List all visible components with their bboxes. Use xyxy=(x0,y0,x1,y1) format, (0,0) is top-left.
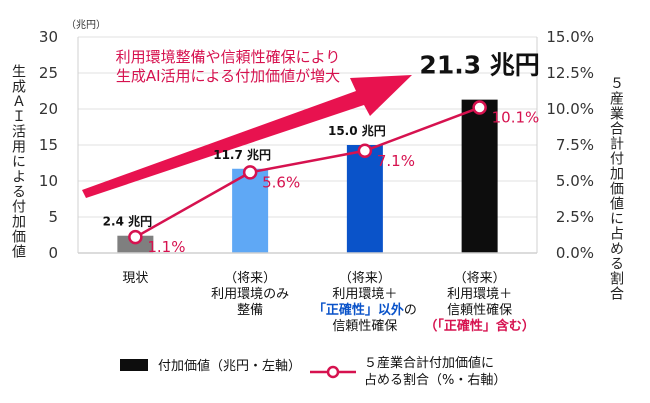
legend-bar-swatch xyxy=(120,358,148,371)
bar xyxy=(461,99,498,253)
bar xyxy=(346,145,383,253)
legend-line-text-1: ５産業合計付加価値に xyxy=(364,356,495,371)
series-point xyxy=(472,100,487,115)
series-point xyxy=(242,165,258,180)
bar-data-label: 2.4 兆円 xyxy=(103,214,152,229)
category-label-part: の xyxy=(404,303,417,318)
y2-tick-label: 15.0% xyxy=(546,28,594,46)
annotation-line-2: 生成AI活用による付加価値が増大 xyxy=(116,67,340,85)
legend-line-text-2: 占める割合（%・右軸） xyxy=(364,373,507,388)
category-label: 「正確性」以外の xyxy=(313,302,417,318)
category-label: （将来） xyxy=(224,271,276,286)
series-point xyxy=(357,143,373,159)
trend-arrow xyxy=(82,75,412,198)
category-label: 整備 xyxy=(237,302,263,318)
y2-axis-label: ５産業合計付加価値に占める割合 xyxy=(608,76,624,301)
legend-line-swatch xyxy=(310,365,356,379)
category-label: 利用環境のみ xyxy=(211,287,289,302)
gridlines xyxy=(78,36,537,218)
y-tick-label: 0 xyxy=(48,244,58,262)
y-tick-label: 20 xyxy=(39,100,58,118)
y-tick-label: 30 xyxy=(39,28,58,46)
bar xyxy=(232,168,269,253)
category-label: （将来） xyxy=(339,271,391,286)
annotation-line-1: 利用環境整備や信頼性確保により xyxy=(116,48,341,66)
legend-item-bar: 付加価値（兆円・左軸） xyxy=(120,355,301,374)
point-data-label: 1.1% xyxy=(147,238,185,256)
trend-arrow-shape xyxy=(82,75,412,198)
y2-tick-label: 0.0% xyxy=(556,244,594,262)
series-line xyxy=(134,106,481,239)
y2-tick-label: 10.0% xyxy=(546,100,594,118)
point-data-label: 7.1% xyxy=(377,152,415,170)
point-data-label: 5.6% xyxy=(262,173,300,191)
category-label: 利用環境＋ xyxy=(332,287,397,302)
category-label-highlight: （「正確性」含む） xyxy=(424,318,535,334)
axes xyxy=(77,37,538,254)
y-axis-unit: （兆円） xyxy=(66,19,106,31)
y-tick-label: 25 xyxy=(39,64,58,82)
y2-tick-label: 7.5% xyxy=(556,136,594,154)
bar-data-label: 21.3 兆円 xyxy=(419,51,539,80)
bar-data-label: 15.0 兆円 xyxy=(328,123,386,138)
y-tick-label: 5 xyxy=(48,208,58,226)
y-tick-label: 15 xyxy=(39,136,58,154)
y2-tick-label: 12.5% xyxy=(546,64,594,82)
category-label: 信頼性確保 xyxy=(447,302,512,318)
series-point xyxy=(128,229,143,245)
category-label: （「正確性」含む） xyxy=(424,318,535,334)
legend-item-line: ５産業合計付加価値に 占める割合（%・右軸） xyxy=(310,355,506,389)
point-data-label: 10.1% xyxy=(492,109,540,127)
y-tick-label: 10 xyxy=(39,172,58,190)
y2-tick-label: 2.5% xyxy=(556,208,594,226)
category-label: 利用環境＋ xyxy=(447,287,512,302)
bar-data-label: 11.7 兆円 xyxy=(213,147,271,162)
category-label-highlight: 「正確性」以外 xyxy=(313,302,404,318)
category-label: 現状 xyxy=(122,271,148,286)
category-label: （将来） xyxy=(454,271,506,286)
category-labels: 現状 （将来）利用環境のみ整備（将来）利用環境＋「正確性」以外の信頼性確保（将来）… xyxy=(122,271,535,334)
y-axis-label: 生成ＡＩ活用による付加価値 xyxy=(10,64,26,259)
legend-bar-text: 付加価値（兆円・左軸） xyxy=(158,359,302,374)
y2-tick-label: 5.0% xyxy=(556,172,594,190)
bars xyxy=(117,99,498,253)
legend-line-text: ５産業合計付加価値に 占める割合（%・右軸） xyxy=(364,355,506,389)
tick-labels: 0 5 10 15 20 25 30 0.0% 2.5% 5.0% 7.5% 10.0% 12.5% 15… xyxy=(39,28,594,262)
category-label: 信頼性確保 xyxy=(332,318,397,334)
bar-data-labels: 2.4 兆円 11.7 兆円 15.0 兆円 21.3 兆円 xyxy=(103,51,540,229)
percentage-line: 1.1% 5.6% 7.1% 10.1% xyxy=(128,100,540,256)
